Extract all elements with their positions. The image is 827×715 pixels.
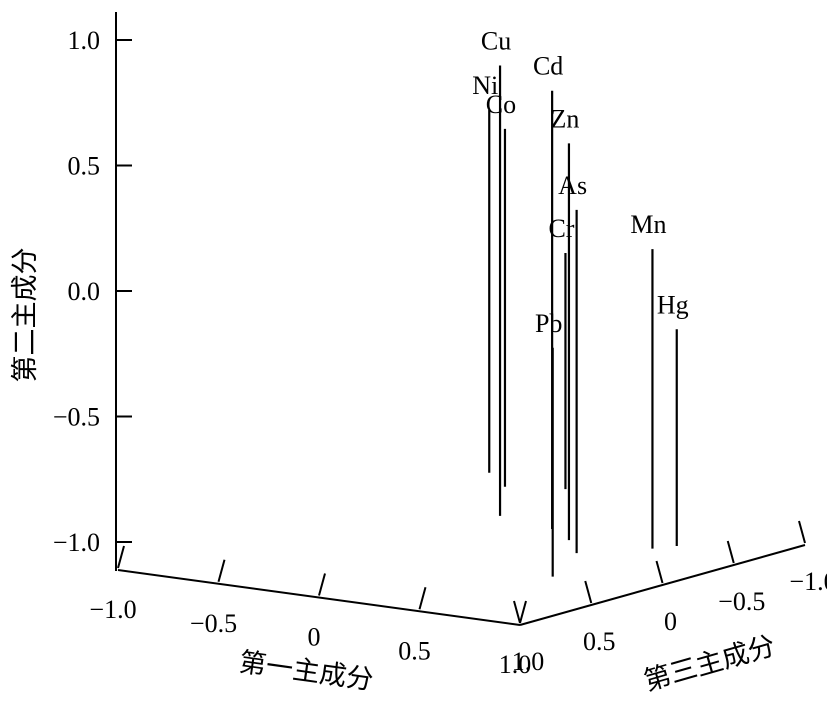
z-tick-label: −1.0 <box>53 528 100 557</box>
point-label-zn: Zn <box>550 104 579 133</box>
point-label-cr: Cr <box>548 214 574 243</box>
y-axis-line <box>519 544 806 626</box>
x-axis-line <box>117 569 521 626</box>
point-label-cu: Cu <box>481 26 511 55</box>
axes: −1.0−0.500.51.01.00.50−0.5−1.01.00.50.0−… <box>10 12 827 697</box>
x-tick-label: 1.0 <box>499 650 532 679</box>
x-tick <box>418 586 427 610</box>
y-tick-label: −0.5 <box>718 587 765 616</box>
x-tick-label: −1.0 <box>89 595 136 624</box>
y-tick-label: −1.0 <box>789 567 827 596</box>
point-label-hg: Hg <box>657 290 689 319</box>
x-tick-label: 0 <box>308 623 321 652</box>
x-tick-label: −0.5 <box>190 609 237 638</box>
data-stems <box>488 65 678 577</box>
z-tick-label: 1.0 <box>68 26 101 55</box>
y-tick <box>584 580 593 604</box>
y-tick <box>655 560 664 584</box>
x-tick <box>217 559 226 583</box>
z-tick-label: 0.5 <box>68 152 101 181</box>
x-tick-label: 0.5 <box>398 636 431 665</box>
y-axis-title: 第三主成分 <box>640 630 778 697</box>
x-tick <box>117 545 125 569</box>
y-tick <box>726 540 735 564</box>
y-tick <box>798 520 806 544</box>
z-axis-title: 第二主成分 <box>10 248 41 383</box>
point-label-ni: Ni <box>472 71 498 100</box>
y-tick-label: 1.0 <box>512 647 545 676</box>
point-label-as: As <box>558 171 587 200</box>
y-tick-label: 0 <box>664 607 677 636</box>
z-tick-label: −0.5 <box>53 403 100 432</box>
x-axis-title: 第一主成分 <box>237 647 375 696</box>
point-label-co: Co <box>486 90 516 119</box>
y-tick-label: 0.5 <box>583 627 616 656</box>
z-tick-label: 0.0 <box>68 277 101 306</box>
x-tick <box>519 600 527 624</box>
point-label-cd: Cd <box>533 52 563 81</box>
point-label-pb: Pb <box>535 309 562 338</box>
x-tick <box>318 573 326 596</box>
point-label-mn: Mn <box>630 210 666 239</box>
y-tick <box>513 600 521 624</box>
